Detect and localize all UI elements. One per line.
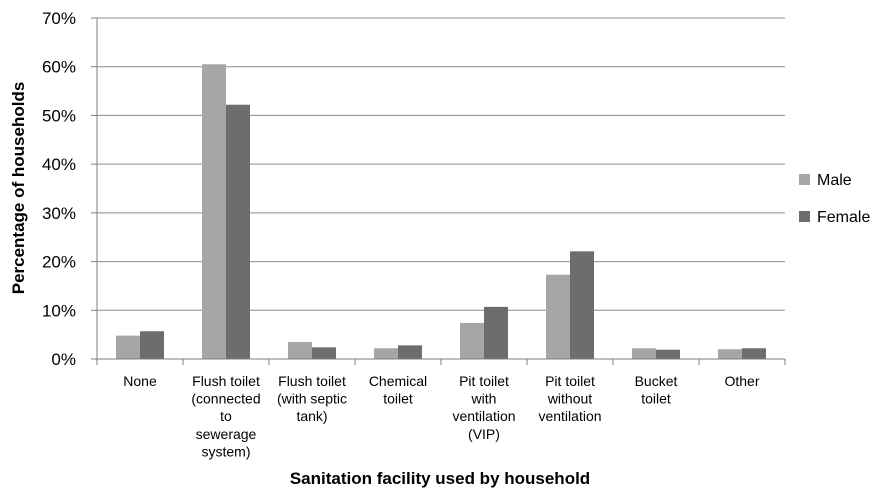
y-tick-label: 60% [42, 58, 76, 77]
bar-female [226, 104, 250, 359]
x-category-labels: None Flush toilet (connected to sewerage syst… [123, 373, 760, 459]
bar-male [288, 341, 312, 359]
x-category-label: Bucket toilet [635, 373, 678, 407]
y-tick-label: 10% [42, 301, 76, 320]
bar-female [312, 347, 336, 359]
bar-female [742, 348, 766, 359]
y-tick-label: 30% [42, 204, 76, 223]
bars [116, 64, 766, 360]
bar-male [632, 348, 656, 359]
bar-female [656, 349, 680, 359]
bar-male [202, 64, 226, 360]
bar-male [546, 274, 570, 359]
bar-female [484, 306, 508, 359]
y-axis-title: Percentage of households [9, 82, 28, 295]
legend-swatch-male [799, 174, 810, 185]
y-tick-label: 0% [51, 350, 76, 369]
x-category-label: Pit toilet with ventilation (VIP) [452, 373, 515, 442]
legend-label-female: Female [817, 209, 870, 226]
bar-male [460, 322, 484, 359]
x-category-label: Pit toilet without ventilation [538, 373, 601, 424]
axes [91, 17, 786, 365]
legend-label-male: Male [817, 172, 852, 189]
legend-swatch-female [799, 211, 810, 222]
y-tick-labels: 0% 10% 20% 30% 40% 50% 60% 70% [42, 9, 76, 369]
y-tick-label: 20% [42, 253, 76, 272]
x-category-label: Flush toilet (with septic tank) [277, 373, 347, 424]
gridlines [97, 17, 785, 311]
legend: Male Female [799, 172, 870, 226]
y-tick-label: 50% [42, 106, 76, 125]
bar-female [570, 251, 594, 359]
bar-female [398, 345, 422, 359]
y-tick-label: 70% [42, 9, 76, 28]
bar-male [116, 335, 140, 359]
x-axis-title: Sanitation facility used by household [290, 469, 590, 488]
y-tick-label: 40% [42, 155, 76, 174]
x-category-label: Flush toilet (connected to sewerage system) [191, 373, 260, 459]
x-category-label: Other [724, 373, 759, 389]
bar-male [718, 349, 742, 359]
x-category-label: None [123, 373, 157, 389]
bar-male [374, 348, 398, 359]
x-category-label: Chemical toilet [369, 373, 427, 407]
bar-female [140, 331, 164, 359]
